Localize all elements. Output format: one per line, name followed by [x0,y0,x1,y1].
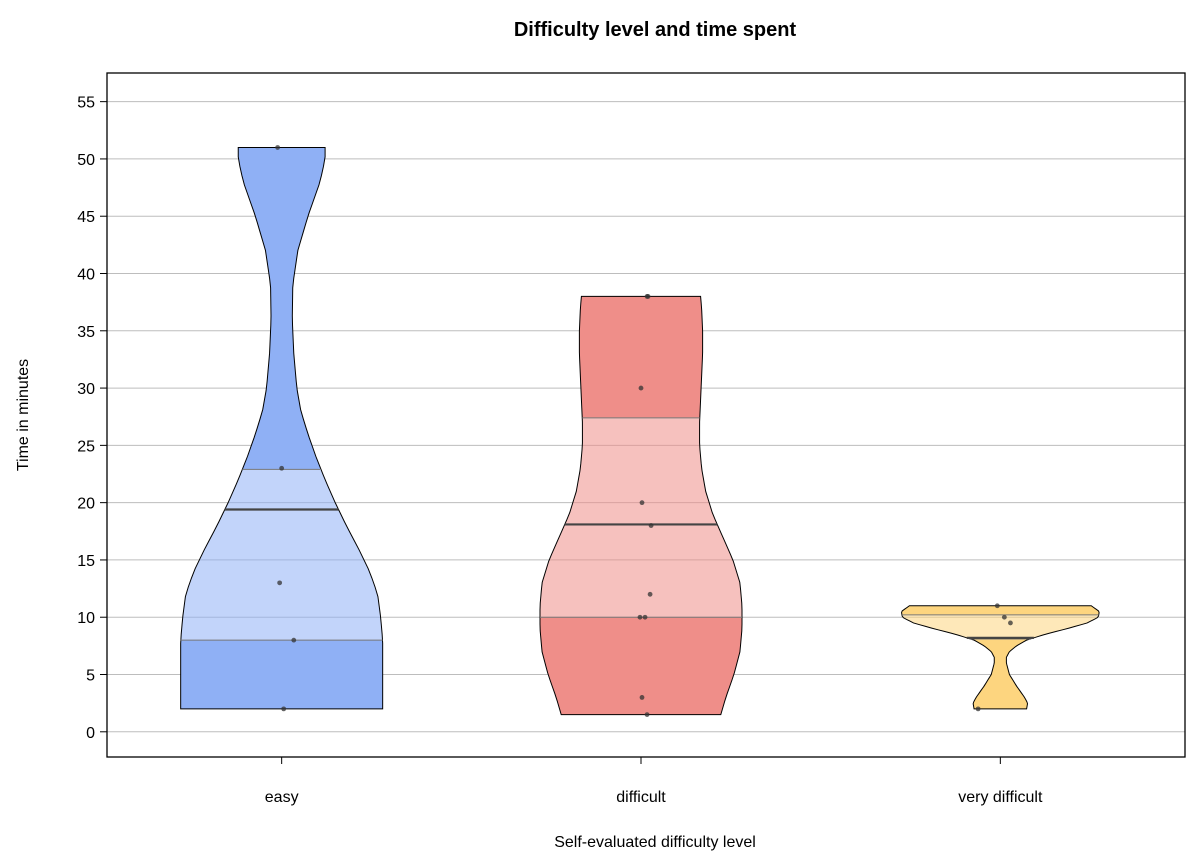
y-tick-label: 25 [77,438,95,455]
plot-frame [106,72,1186,758]
x-tick-label: difficult [616,789,666,806]
y-tick-label: 5 [86,668,95,685]
y-axis-ticks: 0 5 10 15 20 25 30 35 40 45 50 55 [77,95,107,742]
data-point [639,695,645,700]
y-tick-label: 35 [77,324,95,341]
violin-upper-tail [901,605,1100,615]
data-point [277,580,283,586]
x-axis-label: Self-evaluated difficulty level [554,834,756,851]
data-point [637,614,643,620]
y-tick-label: 55 [77,95,95,112]
data-point [639,500,645,506]
data-points [275,145,1013,718]
violin-iqr-band [180,469,383,641]
data-point [645,294,651,299]
data-point [1001,614,1007,620]
violins [180,146,1100,716]
data-point [281,706,287,712]
y-axis-label: Time in minutes [15,359,32,471]
violin-lower-tail [180,640,383,709]
data-point [647,591,653,597]
chart-title: Difficulty level and time spent [514,19,797,41]
data-point [279,465,285,471]
y-tick-label: 20 [77,496,95,513]
data-point [994,603,1000,609]
y-tick-label: 0 [86,725,95,742]
violin-outline [539,295,743,716]
y-tick-label: 50 [77,152,95,169]
violin-iqr-band [901,614,1099,639]
data-point [291,637,297,643]
violin-outline [901,605,1100,710]
violin-iqr-band [540,417,742,618]
data-point [644,712,650,718]
violin-upper-tail [238,147,326,470]
violin-lower-tail [970,638,1031,709]
x-tick-label: easy [265,789,299,806]
y-tick-label: 10 [77,610,95,627]
data-point [1008,620,1013,626]
data-point [648,523,654,528]
data-point [975,706,981,712]
violin-upper-tail [579,296,703,418]
violin-easy [180,146,384,710]
y-tick-label: 15 [77,553,95,570]
y-tick-label: 45 [77,209,95,226]
violin-outline [180,146,384,710]
violin-very-difficult [901,605,1100,710]
y-tick-label: 30 [77,381,95,398]
violin-difficult [539,295,743,716]
data-point [638,385,644,391]
x-axis-ticks: easy difficult very difficult [265,757,1043,806]
x-tick-label: very difficult [958,789,1043,806]
data-point [275,145,281,150]
data-point [642,614,648,620]
violin-lower-tail [540,617,742,715]
y-tick-label: 40 [77,267,95,284]
